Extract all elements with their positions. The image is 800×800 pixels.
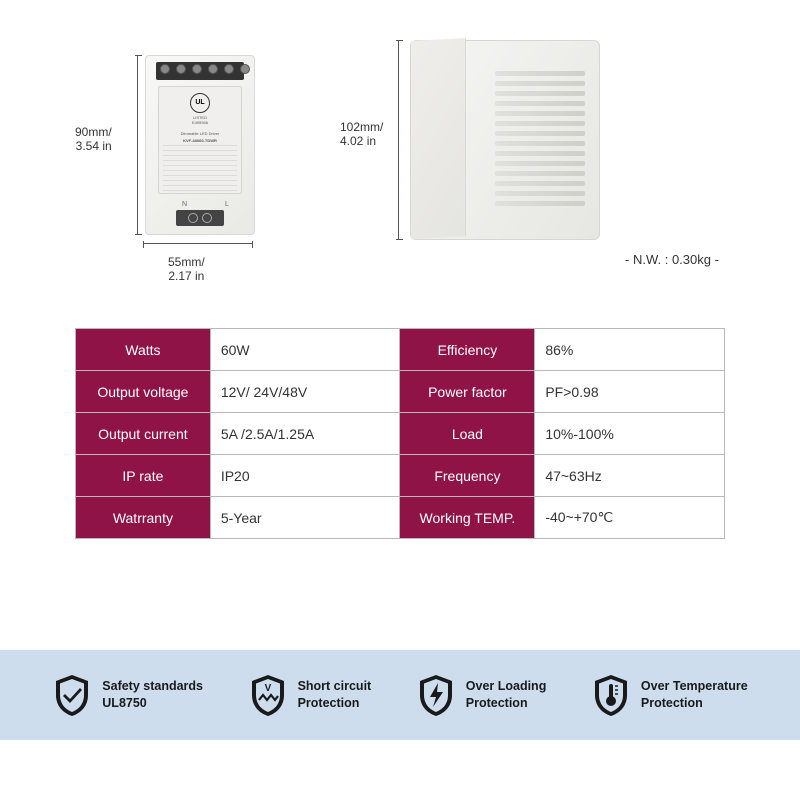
- product-dimensions-section: UL LISTED E495946 Dimmable LED Driver KV…: [0, 0, 800, 300]
- shield-thermo-icon: [591, 673, 631, 717]
- spec-value: 86%: [535, 329, 725, 371]
- spec-label: Working TEMP.: [400, 497, 535, 539]
- spec-row: Output current5A /2.5A/1.25ALoad10%-100%: [76, 413, 725, 455]
- spec-label: Power factor: [400, 371, 535, 413]
- spec-value: IP20: [210, 455, 400, 497]
- label-driver: Dimmable LED Driver: [163, 131, 237, 136]
- spec-row: Output voltage12V/ 24V/48VPower factorPF…: [76, 371, 725, 413]
- spec-value: 10%-100%: [535, 413, 725, 455]
- spec-value: 5-Year: [210, 497, 400, 539]
- net-weight-label: - N.W. : 0.30kg -: [625, 252, 719, 267]
- spec-label: Frequency: [400, 455, 535, 497]
- feature-item: Safety standardsUL8750: [52, 673, 203, 717]
- feature-text: Over LoadingProtection: [466, 678, 547, 712]
- spec-row: IP rateIP20Frequency47~63Hz: [76, 455, 725, 497]
- feature-item: V Short circuitProtection: [248, 673, 372, 717]
- shield-bolt-icon: [416, 673, 456, 717]
- spec-value: -40~+70℃: [535, 497, 725, 539]
- terminal-nl-label: N L: [182, 201, 247, 208]
- svg-text:V: V: [264, 683, 271, 694]
- spec-label: Load: [400, 413, 535, 455]
- spec-value: 60W: [210, 329, 400, 371]
- feature-text: Over TemperatureProtection: [641, 678, 748, 712]
- spec-label: Efficiency: [400, 329, 535, 371]
- label-model: KVF-48060-TDWR: [163, 138, 237, 143]
- shield-check-icon: [52, 673, 92, 717]
- front-height-dimension: 90mm/ 3.54 in: [75, 125, 112, 153]
- spec-value: 12V/ 24V/48V: [210, 371, 400, 413]
- spec-value: 5A /2.5A/1.25A: [210, 413, 400, 455]
- spec-row: Watts60WEfficiency86%: [76, 329, 725, 371]
- label-code: E495946: [163, 120, 237, 125]
- specifications-table: Watts60WEfficiency86%Output voltage12V/ …: [75, 328, 725, 539]
- features-bar: Safety standardsUL8750 V Short circuitPr…: [0, 650, 800, 740]
- product-side-view: [410, 40, 600, 240]
- spec-value: PF>0.98: [535, 371, 725, 413]
- feature-item: Over TemperatureProtection: [591, 673, 748, 717]
- side-height-dimension: 102mm/ 4.02 in: [340, 120, 383, 148]
- front-width-dimension: 55mm/ 2.17 in: [168, 255, 205, 283]
- spec-label: Watrranty: [76, 497, 211, 539]
- spec-label: Output current: [76, 413, 211, 455]
- spec-label: IP rate: [76, 455, 211, 497]
- feature-text: Safety standardsUL8750: [102, 678, 203, 712]
- feature-text: Short circuitProtection: [298, 678, 372, 712]
- spec-label: Watts: [76, 329, 211, 371]
- spec-row: Watrranty5-YearWorking TEMP.-40~+70℃: [76, 497, 725, 539]
- product-front-view: UL LISTED E495946 Dimmable LED Driver KV…: [145, 55, 255, 235]
- spec-label: Output voltage: [76, 371, 211, 413]
- spec-value: 47~63Hz: [535, 455, 725, 497]
- shield-zigzag-icon: V: [248, 673, 288, 717]
- feature-item: Over LoadingProtection: [416, 673, 547, 717]
